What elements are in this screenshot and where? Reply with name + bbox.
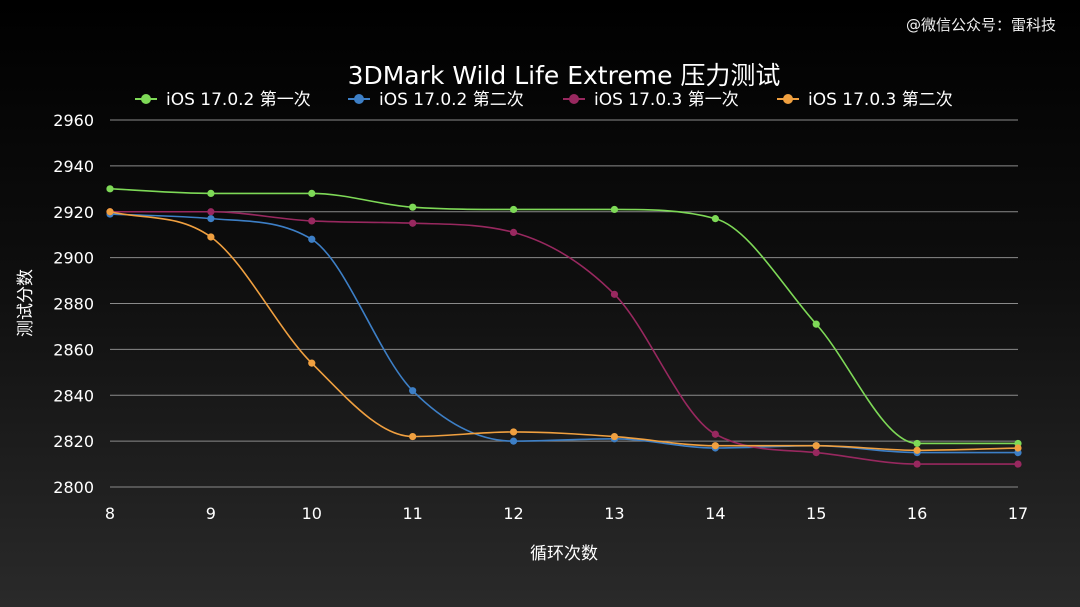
legend-item: iOS 17.0.3 第一次: [563, 90, 739, 110]
series-group: [106, 185, 1022, 468]
legend-marker: [783, 94, 793, 104]
data-point: [610, 290, 619, 298]
y-tick-label: 2960: [53, 111, 94, 130]
data-point: [409, 219, 417, 227]
legend-label: iOS 17.0.2 第一次: [166, 90, 311, 110]
data-point: [207, 233, 215, 241]
series-line: [110, 210, 1018, 465]
x-axis-ticks: 8 9 10 11 12 13 14 15 16 17: [105, 504, 1028, 523]
x-tick-label: 8: [105, 504, 115, 523]
y-tick-label: 2940: [53, 157, 94, 176]
legend-label: iOS 17.0.2 第二次: [379, 90, 524, 110]
data-point: [509, 228, 518, 236]
series-1: [106, 185, 1022, 448]
legend-label: iOS 17.0.3 第一次: [594, 90, 739, 110]
y-tick-label: 2920: [53, 203, 94, 222]
data-point: [913, 446, 921, 454]
watermark: @微信公众号：雷科技: [905, 16, 1056, 34]
y-tick-label: 2900: [53, 249, 94, 268]
data-point: [308, 359, 316, 367]
x-tick-label: 12: [503, 504, 523, 523]
data-point: [913, 439, 921, 448]
y-tick-label: 2880: [53, 295, 94, 314]
data-point: [812, 448, 820, 457]
data-point: [207, 215, 215, 223]
legend-marker: [569, 94, 579, 104]
data-point: [509, 205, 518, 214]
data-point: [711, 442, 719, 450]
data-point: [610, 432, 619, 441]
data-point: [106, 208, 114, 216]
data-point: [409, 203, 417, 211]
y-tick-label: 2820: [53, 432, 94, 451]
series-4: [106, 208, 1022, 454]
legend-label: iOS 17.0.3 第二次: [808, 90, 953, 110]
legend: iOS 17.0.2 第一次 iOS 17.0.2 第二次 iOS 17.0.3 第…: [135, 90, 953, 110]
y-axis-label: 测试分数: [16, 269, 36, 337]
y-axis-ticks: 2800 2820 2840 2860 2880 2900 2920 2940 2960: [53, 111, 94, 497]
data-point: [409, 432, 417, 441]
y-tick-label: 2800: [53, 478, 94, 497]
series-line: [109, 213, 1018, 454]
legend-item: iOS 17.0.3 第二次: [777, 90, 953, 110]
data-point: [610, 205, 619, 214]
data-point: [812, 320, 820, 328]
x-tick-label: 15: [806, 504, 826, 523]
data-point: [308, 189, 316, 197]
x-tick-label: 14: [705, 504, 725, 523]
series-line: [109, 210, 1019, 452]
x-tick-label: 17: [1008, 504, 1028, 523]
data-point: [711, 215, 719, 223]
legend-marker: [141, 94, 151, 104]
x-axis-label: 循环次数: [530, 544, 598, 564]
series-2: [106, 210, 1022, 457]
grid-lines: [110, 119, 1018, 488]
y-tick-label: 2860: [53, 340, 94, 359]
data-point: [1014, 460, 1022, 468]
x-tick-label: 10: [302, 504, 322, 523]
x-tick-label: 16: [907, 504, 927, 523]
data-point: [711, 430, 719, 438]
chart-title: 3DMark Wild Life Extreme 压力测试: [348, 61, 781, 90]
data-point: [509, 437, 518, 445]
legend-item: iOS 17.0.2 第一次: [135, 90, 311, 110]
data-point: [913, 460, 921, 468]
data-point: [207, 189, 215, 197]
y-tick-label: 2840: [53, 386, 94, 405]
data-point: [1014, 444, 1022, 452]
data-point: [509, 428, 518, 436]
legend-item: iOS 17.0.2 第二次: [348, 90, 524, 110]
data-point: [812, 442, 820, 450]
x-tick-label: 9: [206, 504, 216, 523]
x-tick-label: 11: [402, 504, 422, 523]
series-line: [109, 188, 1018, 445]
data-point: [207, 208, 215, 216]
legend-marker: [354, 94, 364, 104]
x-tick-label: 13: [604, 504, 624, 523]
data-point: [409, 387, 417, 395]
data-point: [308, 217, 316, 225]
data-point: [106, 185, 114, 193]
data-point: [308, 235, 316, 243]
series-3: [106, 208, 1022, 468]
